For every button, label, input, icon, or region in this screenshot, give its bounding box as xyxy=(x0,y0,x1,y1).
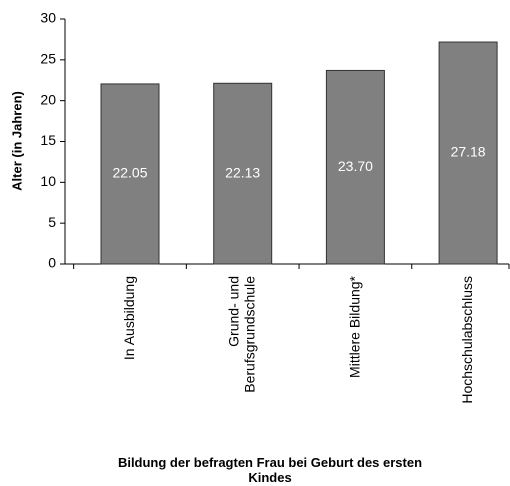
x-axis-label: Bildung der befragten Frau bei Geburt de… xyxy=(117,455,423,485)
y-tick-label: 5 xyxy=(48,214,56,230)
y-tick-label: 0 xyxy=(48,255,56,271)
value-label: 22.05 xyxy=(112,165,147,181)
bar xyxy=(100,83,160,265)
x-tick-label: Mittlere Bildung* xyxy=(346,275,362,377)
value-label: 27.18 xyxy=(451,144,486,160)
bar xyxy=(325,69,385,265)
y-tick-label: 25 xyxy=(40,51,56,67)
value-label: 22.13 xyxy=(225,164,260,180)
y-axis-label: Alter (in Jahren) xyxy=(9,91,24,191)
value-label: 23.70 xyxy=(338,158,373,174)
x-tick-label: In Ausbildung xyxy=(121,276,137,360)
x-tick-label: Grund- undBerufsgrundschule xyxy=(225,276,257,393)
y-tick-label: 30 xyxy=(40,10,56,26)
x-tick-label: Hochschulabschluss xyxy=(459,276,475,404)
bar xyxy=(438,41,498,265)
bar xyxy=(213,82,273,265)
y-tick-label: 10 xyxy=(40,173,56,189)
y-tick-label: 15 xyxy=(40,132,56,148)
y-tick-label: 20 xyxy=(40,91,56,107)
